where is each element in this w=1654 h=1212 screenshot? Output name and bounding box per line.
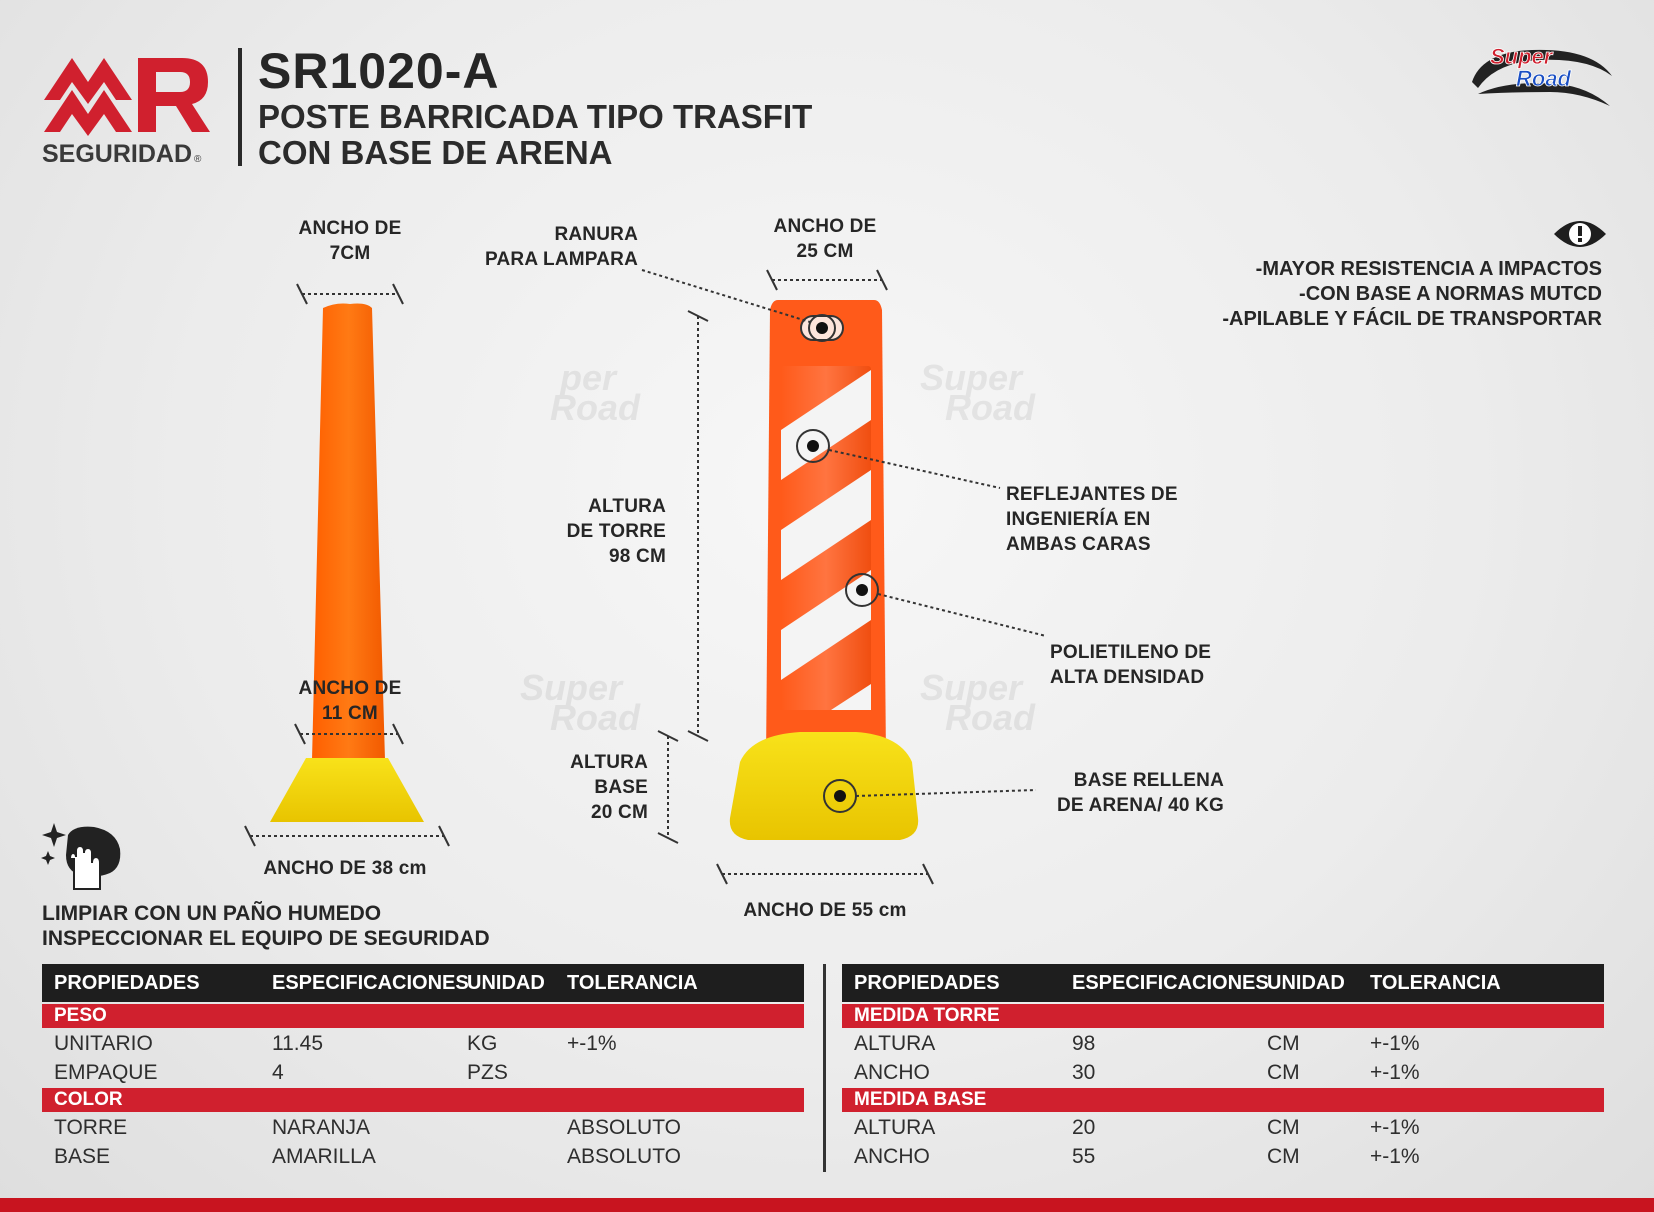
clean-hand-icon [41,823,121,890]
section-header-tower: MEDIDA TORRE [842,1004,1604,1028]
table-row: ANCHO 55 CM +-1% [854,1145,1420,1168]
product-title-line1: POSTE BARRICADA TIPO TRASFIT [258,98,813,135]
mr-seguridad-logo: SEGURIDAD ® [42,58,210,168]
feature-impact: -MAYOR RESISTENCIA A IMPACTOS [1255,258,1602,280]
super-road-logo-line1: Super [1490,44,1554,69]
product-title-line2: CON BASE DE ARENA [258,134,613,171]
base-fill-label: BASE RELLENA DE ARENA/ 40 KG [1057,770,1224,816]
section-header-color: COLOR [42,1088,804,1112]
front-view-barricade [729,300,919,840]
side-dimension-lines [244,283,450,847]
feature-mutcd: -CON BASE A NORMAS MUTCD [1299,283,1602,305]
front-dimension-lines [657,269,934,885]
table-row: UNITARIO 11.45 KG +-1% [54,1032,617,1055]
table-row: ALTURA 98 CM +-1% [854,1032,1420,1055]
svg-text:Super: Super [520,667,624,708]
front-width-label: ANCHO DE 25 CM [773,216,877,262]
callout-leaders [641,269,1047,797]
super-road-logo-line2: Road [1516,66,1572,91]
care-instruction-inspect: INSPECCIONAR EL EQUIPO DE SEGURIDAD [42,927,490,950]
svg-text:Road: Road [945,697,1036,738]
specs-table-left: PROPIEDADES ESPECIFICACIONES UNIDAD TOLE… [42,964,804,1170]
svg-text:per: per [559,357,618,398]
super-road-logo: Super Road [1472,44,1612,106]
mr-logo-sub: SEGURIDAD [42,140,192,168]
svg-text:Super: Super [920,357,1024,398]
table-row: BASE AMARILLA ABSOLUTO [54,1145,681,1168]
side-post-tower [312,303,385,760]
table-row: TORRE NARANJA ABSOLUTO [54,1116,681,1139]
table-row: ANCHO 30 CM +-1% [854,1061,1420,1084]
lamp-slot-label: RANURA PARA LAMPARA [485,224,638,270]
footer-bar [0,1198,1654,1212]
care-instruction-clean: LIMPIAR CON UN PAÑO HUMEDO [42,902,382,925]
tables-divider [823,964,826,1172]
model-number: SR1020-A [258,43,500,99]
side-bottom-width-label: ANCHO DE 11 CM [298,678,402,724]
svg-text:Super: Super [920,667,1024,708]
table-row: EMPAQUE 4 PZS [54,1061,508,1084]
eye-alert-icon [1554,221,1606,247]
svg-text:Road: Road [550,697,641,738]
svg-text:®: ® [194,154,202,165]
table-header: PROPIEDADES ESPECIFICACIONES UNIDAD TOLE… [42,964,804,1002]
header-divider [238,48,242,166]
tower-height-label: ALTURA DE TORRE 98 CM [566,496,666,567]
barricade-base [729,732,919,840]
svg-text:Road: Road [945,387,1036,428]
front-base-width-label: ANCHO DE 55 cm [743,900,907,921]
table-row: ALTURA 20 CM +-1% [854,1116,1420,1139]
specs-table-right: PROPIEDADES ESPECIFICACIONES UNIDAD TOLE… [842,964,1604,1170]
material-label: POLIETILENO DE ALTA DENSIDAD [1050,642,1212,688]
side-view-post [270,303,424,822]
table-header: PROPIEDADES ESPECIFICACIONES UNIDAD TOLE… [842,964,1604,1002]
feature-stackable: -APILABLE Y FÁCIL DE TRANSPORTAR [1222,308,1602,330]
section-header-base: MEDIDA BASE [842,1088,1604,1112]
reflective-label: REFLEJANTES DE INGENIERÍA EN AMBAS CARAS [1006,484,1178,555]
svg-text:Road: Road [550,387,641,428]
section-header-weight: PESO [42,1004,804,1028]
side-post-base [270,758,424,822]
side-top-width-label: ANCHO DE 7CM [298,218,402,264]
side-base-width-label: ANCHO DE 38 cm [263,858,427,879]
base-height-label: ALTURA BASE 20 CM [570,752,648,823]
